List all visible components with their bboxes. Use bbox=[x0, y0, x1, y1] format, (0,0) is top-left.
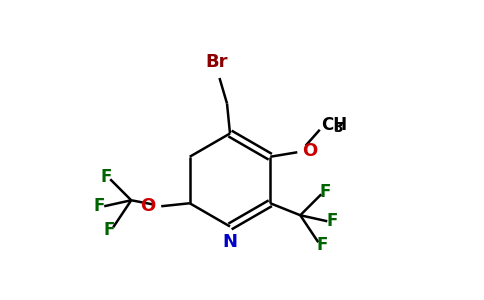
Text: O: O bbox=[302, 142, 318, 160]
Text: 3: 3 bbox=[333, 121, 343, 135]
Text: F: F bbox=[327, 212, 338, 230]
Text: O: O bbox=[140, 197, 156, 215]
Text: CH: CH bbox=[321, 116, 347, 134]
Text: F: F bbox=[101, 168, 112, 186]
Text: F: F bbox=[319, 183, 331, 201]
Text: Br: Br bbox=[205, 53, 228, 71]
Text: F: F bbox=[316, 236, 328, 254]
Text: F: F bbox=[104, 221, 115, 239]
Text: N: N bbox=[223, 233, 238, 251]
Text: F: F bbox=[93, 197, 105, 215]
